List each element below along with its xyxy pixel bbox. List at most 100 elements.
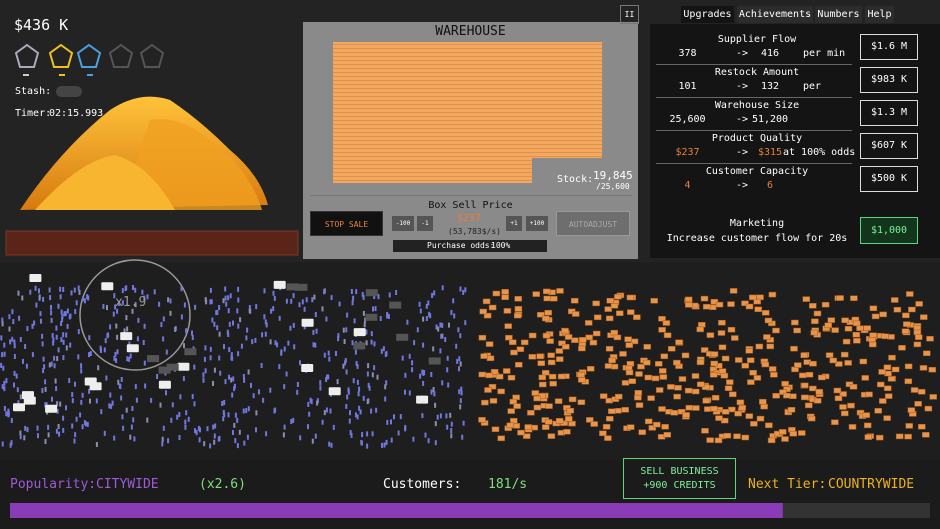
customer	[292, 417, 295, 423]
upgrade-name: Customer Capacity	[705, 166, 809, 177]
autoadjust-button[interactable]: AUTOADJUST	[556, 211, 630, 236]
customer	[209, 346, 212, 352]
customer	[321, 419, 324, 425]
upgrade-cost[interactable]: $500 K	[860, 166, 918, 192]
customer	[261, 332, 264, 338]
box-carrier	[541, 370, 550, 376]
tab[interactable]: Achievements	[737, 6, 813, 23]
customer	[212, 381, 214, 386]
customer	[22, 358, 24, 364]
upgrade-to: 51,200	[751, 114, 789, 125]
customer	[40, 318, 42, 324]
box-carrier	[883, 364, 892, 371]
box-carrier	[763, 334, 771, 340]
customer	[242, 374, 245, 379]
tab[interactable]: Numbers	[815, 6, 862, 23]
customer	[36, 425, 39, 431]
customer	[13, 343, 16, 349]
plus-100-button[interactable]: +100	[526, 216, 548, 231]
customer	[120, 377, 123, 382]
customer	[116, 349, 119, 355]
customer	[44, 386, 47, 392]
pause-button[interactable]: II	[620, 5, 639, 24]
customer	[13, 339, 16, 345]
customer	[15, 373, 18, 379]
box-carrier	[852, 331, 861, 338]
customer	[61, 313, 64, 319]
tab[interactable]: Upgrades	[681, 6, 734, 23]
box-carrier	[625, 342, 634, 348]
customer	[303, 306, 306, 312]
customer	[217, 436, 220, 442]
box-carrier	[926, 335, 934, 342]
customer	[238, 429, 241, 435]
box-carrier	[504, 323, 512, 329]
customers-label: Customers:	[383, 477, 462, 492]
divider	[656, 64, 852, 65]
marketing-button[interactable]: $1,000	[860, 217, 918, 244]
customer	[165, 390, 167, 396]
upgrade-arrow: ->	[736, 147, 749, 158]
box-carrier	[541, 424, 550, 430]
box-carrier	[599, 393, 608, 399]
customer	[448, 322, 450, 328]
box-carrier	[510, 349, 518, 356]
customer	[37, 433, 39, 439]
customer	[254, 337, 257, 343]
box-carrier	[578, 377, 586, 383]
customer	[459, 361, 462, 367]
customer	[461, 434, 464, 440]
box-carrier	[698, 322, 706, 328]
customer	[191, 330, 193, 336]
box-carrier	[883, 415, 891, 421]
stash-toggle[interactable]	[56, 86, 82, 97]
idle-customer	[184, 348, 197, 356]
box-carrier	[647, 395, 655, 401]
box-carrier	[685, 302, 693, 308]
thought-bubble	[22, 391, 34, 400]
customer	[219, 370, 222, 376]
box-carrier	[633, 314, 641, 320]
box-carrier	[721, 355, 730, 362]
upgrade-cost[interactable]: $1.3 M	[860, 100, 918, 126]
customer	[213, 439, 216, 445]
upgrade-cost[interactable]: $1.6 M	[860, 34, 918, 60]
divider	[656, 130, 852, 131]
timer-label: Timer:	[15, 108, 52, 119]
box-carrier	[490, 369, 499, 375]
box-carrier	[677, 408, 686, 415]
box-carrier	[655, 387, 664, 393]
box-carrier	[888, 354, 896, 361]
customer	[328, 356, 331, 362]
customer	[1, 321, 4, 327]
stop-sale-button[interactable]: STOP SALE	[310, 211, 383, 236]
customer	[213, 433, 216, 439]
customer	[60, 321, 63, 326]
customer	[243, 440, 246, 446]
box-carrier	[905, 423, 913, 429]
customer	[437, 326, 440, 332]
customer	[136, 336, 139, 342]
minus-1-button[interactable]: -1	[417, 216, 433, 231]
tab[interactable]: Help	[865, 6, 894, 23]
customer	[167, 297, 170, 303]
customer	[263, 288, 266, 294]
customer	[209, 355, 212, 361]
customer	[5, 411, 8, 417]
customer	[228, 321, 231, 327]
sell-business-button[interactable]	[623, 458, 736, 499]
plus-1-button[interactable]: +1	[506, 216, 522, 231]
upgrade-cost[interactable]: $983 K	[860, 67, 918, 93]
minus-100-button[interactable]: -100	[392, 216, 414, 231]
customer	[247, 369, 250, 375]
customer	[418, 301, 421, 307]
customer	[53, 363, 56, 369]
box-carrier	[915, 301, 923, 307]
box-carrier	[844, 360, 852, 366]
upgrade-cost[interactable]: $607 K	[860, 133, 918, 159]
box-carrier	[871, 313, 880, 320]
customer	[458, 366, 460, 372]
box-carrier	[747, 379, 755, 385]
box-carrier	[578, 345, 586, 352]
customer	[303, 324, 306, 330]
